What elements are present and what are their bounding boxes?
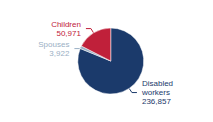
svg-text:workers: workers <box>141 88 170 97</box>
svg-text:Disabled: Disabled <box>142 79 173 88</box>
svg-text:236,857: 236,857 <box>142 97 171 106</box>
svg-text:3,922: 3,922 <box>49 49 70 58</box>
svg-text:Children: Children <box>51 20 81 29</box>
svg-text:50,971: 50,971 <box>56 29 81 38</box>
svg-text:Spouses: Spouses <box>38 40 69 49</box>
